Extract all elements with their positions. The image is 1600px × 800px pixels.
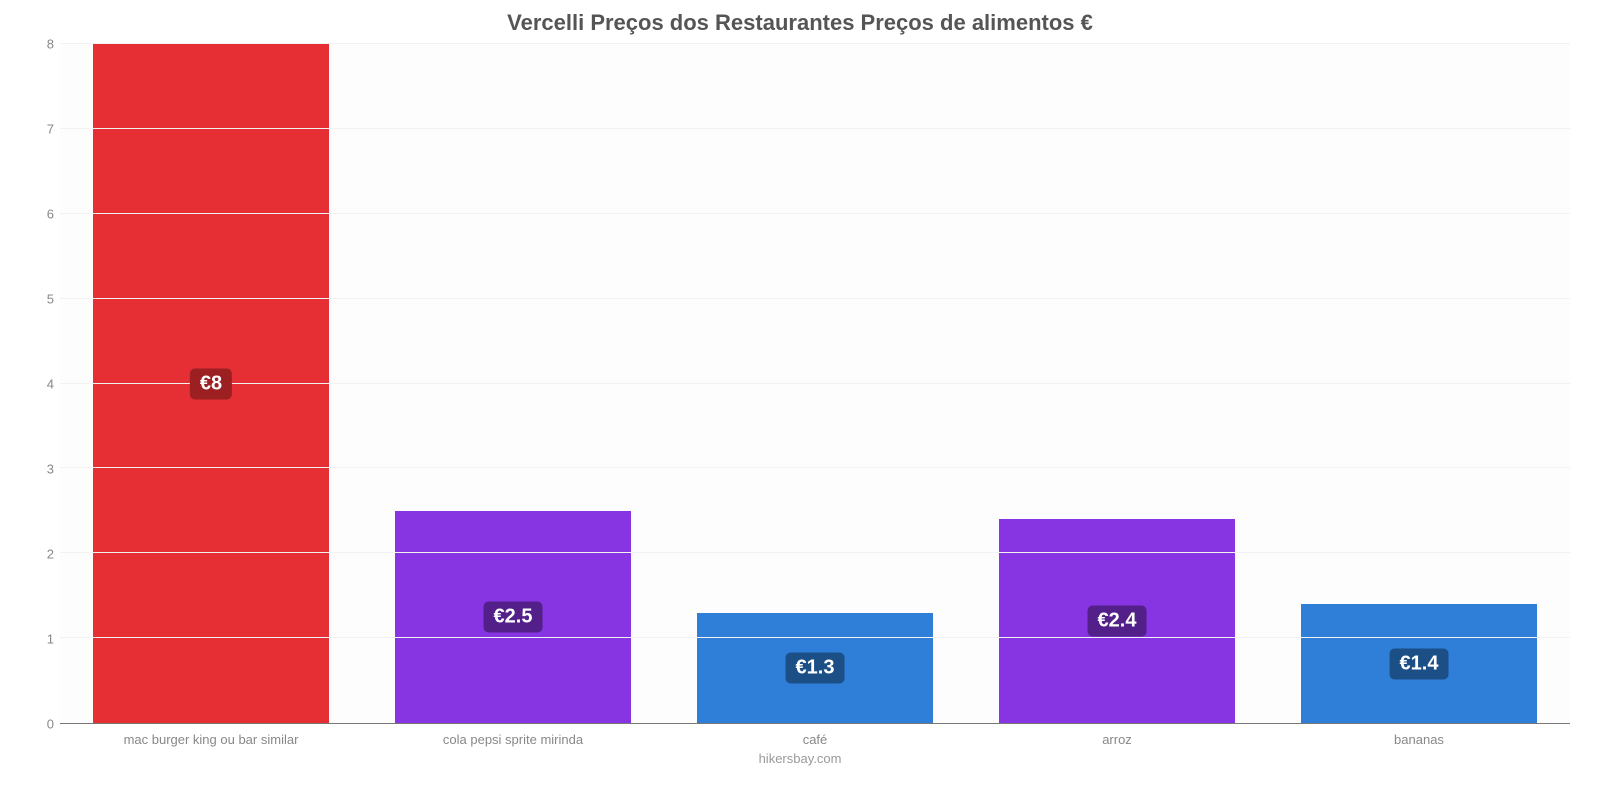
bar-slot: €1.3	[664, 44, 966, 723]
bar: €2.4	[999, 519, 1235, 723]
gridline	[60, 298, 1570, 299]
bar: €1.4	[1301, 604, 1537, 723]
bar-slot: €1.4	[1268, 44, 1570, 723]
x-tick: mac burger king ou bar similar	[60, 732, 362, 747]
bar-slot: €2.5	[362, 44, 664, 723]
x-tick: arroz	[966, 732, 1268, 747]
bar-value-label: €8	[190, 368, 232, 399]
y-tick: 1	[47, 632, 54, 647]
y-tick: 8	[47, 37, 54, 52]
y-tick: 4	[47, 377, 54, 392]
y-tick: 0	[47, 717, 54, 732]
gridline	[60, 43, 1570, 44]
bars-container: €8 €2.5 €1.3 €2.4 €1.4	[60, 44, 1570, 723]
bar: €8	[93, 44, 329, 723]
x-tick: cola pepsi sprite mirinda	[362, 732, 664, 747]
y-axis: 012345678	[30, 44, 60, 724]
gridline	[60, 722, 1570, 723]
y-tick: 7	[47, 122, 54, 137]
bar-slot: €2.4	[966, 44, 1268, 723]
y-tick: 3	[47, 462, 54, 477]
chart-title: Vercelli Preços dos Restaurantes Preços …	[30, 10, 1570, 36]
chart-footer: hikersbay.com	[30, 751, 1570, 766]
y-tick: 5	[47, 292, 54, 307]
bar-value-label: €2.5	[484, 601, 543, 632]
bar: €1.3	[697, 613, 933, 723]
price-bar-chart: Vercelli Preços dos Restaurantes Preços …	[0, 0, 1600, 800]
plot-region: 012345678 €8€2.5€1.3€2.4€1.4	[30, 44, 1570, 724]
gridline	[60, 467, 1570, 468]
x-axis: mac burger king ou bar similarcola pepsi…	[60, 732, 1570, 747]
y-tick: 6	[47, 207, 54, 222]
x-tick: café	[664, 732, 966, 747]
bar: €2.5	[395, 511, 631, 723]
y-tick: 2	[47, 547, 54, 562]
gridline	[60, 552, 1570, 553]
gridline	[60, 213, 1570, 214]
x-tick: bananas	[1268, 732, 1570, 747]
bar-value-label: €2.4	[1088, 606, 1147, 637]
gridline	[60, 637, 1570, 638]
gridline	[60, 128, 1570, 129]
bar-value-label: €1.3	[786, 652, 845, 683]
plot-area: €8 €2.5 €1.3 €2.4 €1.4	[60, 44, 1570, 724]
bar-value-label: €1.4	[1390, 648, 1449, 679]
gridline	[60, 383, 1570, 384]
bar-slot: €8	[60, 44, 362, 723]
